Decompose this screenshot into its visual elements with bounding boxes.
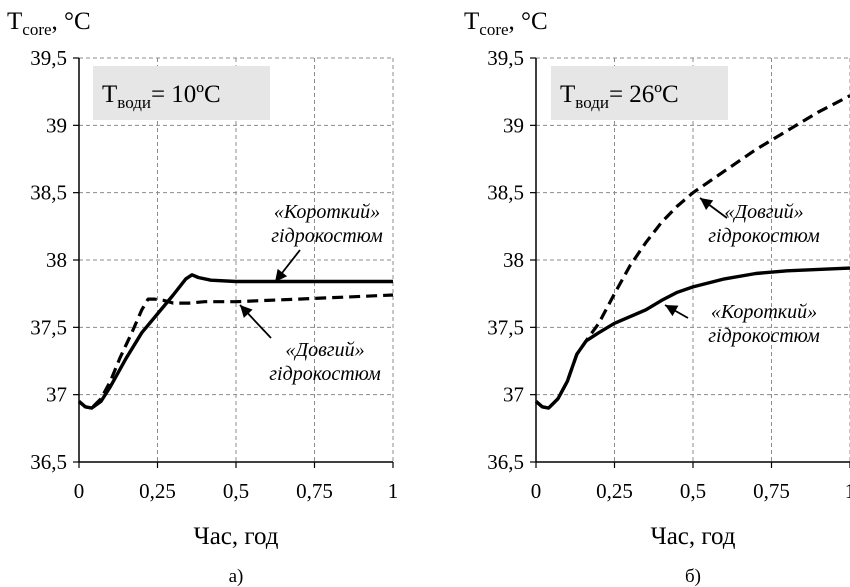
x-tick-label: 0,75 [296, 479, 333, 503]
chart-panel-2: 36,5 37 37,5 38 38,5 39 39,5 0 0,25 0,5 0,75 1 Tcore… [464, 8, 850, 587]
series-annotation-line2: гідрокостюм [708, 225, 820, 247]
condition-box [93, 66, 270, 120]
y-tick-label: 36,5 [487, 450, 524, 474]
x-tick-label: 0,5 [680, 479, 706, 503]
annotation-arrow-head [275, 268, 288, 282]
y-tick-label: 38 [503, 248, 524, 272]
x-tick-label: 0,25 [596, 479, 633, 503]
annotation-arrow-head [240, 305, 253, 318]
series-annotation-line1: «Довгий» [285, 339, 364, 361]
series-annotation-line1: «Довгий» [724, 201, 803, 223]
condition-box-text: Tводи= 26ºC [560, 81, 679, 112]
y-tick-label: 39 [503, 113, 524, 137]
y-tick-label: 39,5 [30, 46, 67, 70]
series-line-short-suit [534, 266, 850, 410]
panel-label: б) [685, 566, 701, 587]
series-line-long-suit [534, 94, 850, 410]
y-tick-label: 39 [46, 113, 67, 137]
y-tick-label: 36,5 [30, 450, 67, 474]
x-tick-label: 1 [388, 479, 399, 503]
x-tick-label: 0,75 [753, 479, 790, 503]
chart-panel-1: 36,5 37 37,5 38 38,5 39 39,5 0 0,25 0,5 0,75 1 Tcore… [7, 8, 398, 587]
x-axis-label: Час, год [193, 523, 278, 550]
condition-box-text: Tводи= 10ºC [102, 81, 221, 112]
y-tick-label: 37,5 [487, 315, 524, 339]
y-tick-label: 38,5 [30, 181, 67, 205]
x-tick-label: 1 [845, 479, 850, 503]
x-tick-label: 0 [74, 479, 85, 503]
y-tick-label: 37 [503, 383, 524, 407]
series-annotation-line2: гідрокостюм [271, 225, 383, 247]
condition-box [551, 66, 728, 120]
series-annotation-line1: «Короткий» [274, 201, 380, 223]
series-annotation-line2: гідрокостюм [708, 325, 820, 347]
x-tick-label: 0,5 [223, 479, 249, 503]
y-axis-label: Tcore, °C [7, 8, 91, 39]
series-annotation-line1: «Короткий» [711, 301, 817, 323]
annotation-arrow-head [700, 198, 714, 210]
y-tick-label: 37 [46, 383, 67, 407]
y-tick-label: 38 [46, 248, 67, 272]
panel-label: а) [229, 566, 244, 587]
y-tick-label: 38,5 [487, 181, 524, 205]
series-line-short-suit [77, 273, 393, 410]
x-tick-label: 0 [531, 479, 542, 503]
y-axis-label: Tcore, °C [464, 8, 548, 39]
x-axis-label: Час, год [650, 523, 735, 550]
y-tick-label: 39,5 [487, 46, 524, 70]
y-tick-label: 37,5 [30, 315, 67, 339]
annotation-arrow-head [665, 305, 679, 317]
series-annotation-line2: гідрокостюм [269, 363, 381, 385]
x-tick-label: 0,25 [139, 479, 176, 503]
